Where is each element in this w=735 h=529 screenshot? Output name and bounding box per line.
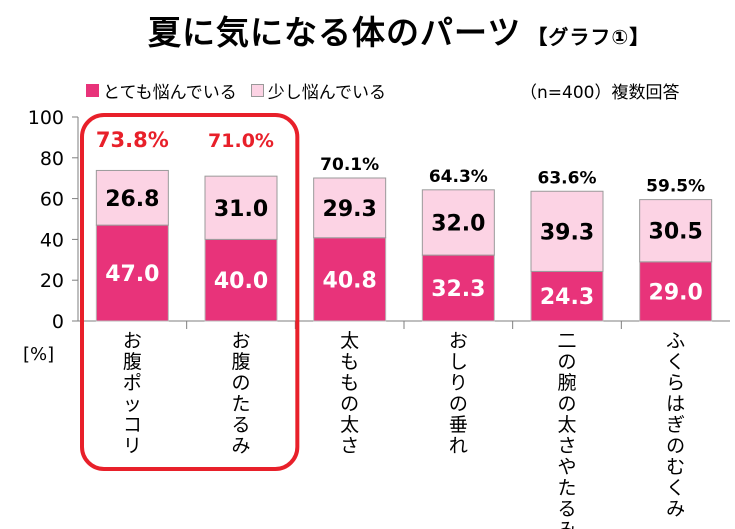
category-label-char: た: [557, 477, 576, 499]
category-label-char: れ: [449, 435, 468, 457]
segment-label-light: 31.0: [214, 197, 268, 222]
category-label-char: の: [231, 372, 250, 394]
y-axis-unit: [%]: [23, 344, 55, 365]
segment-label-light: 26.8: [105, 187, 159, 212]
total-label: 64.3%: [429, 167, 488, 187]
segment-label-light: 30.5: [649, 220, 703, 245]
category-label-char: 腹: [123, 351, 142, 373]
category-label-char: ッ: [123, 393, 142, 415]
y-tick-label: 0: [52, 311, 64, 333]
bar-strong: [95, 224, 169, 322]
category-label-char: の: [557, 351, 576, 373]
total-label: 73.8%: [96, 128, 169, 152]
category-label-char: さ: [340, 435, 359, 457]
category-label-char: り: [449, 372, 468, 394]
category-label-char: お: [123, 330, 142, 352]
y-tick-label: 80: [40, 148, 64, 170]
category-label-char: 太: [557, 414, 576, 436]
category-label-char: む: [666, 456, 685, 478]
category-label-char: 垂: [449, 414, 468, 436]
highlight-frame: [80, 113, 300, 471]
legend-swatch-strong: [86, 84, 99, 97]
category-label-char: コ: [123, 414, 142, 436]
category-label-char: し: [449, 351, 468, 373]
chart-title-text: 夏に気になる体のパーツ: [148, 13, 522, 52]
category-label-char: さ: [557, 435, 576, 457]
segment-label-light: 32.0: [431, 211, 485, 236]
legend-swatch-light: [250, 84, 264, 97]
segment-label-strong: 40.0: [214, 269, 268, 294]
category-label-char: み: [557, 519, 576, 529]
total-label: 63.6%: [538, 168, 597, 188]
legend: とても悩んでいる 少し悩んでいる: [86, 78, 400, 103]
legend-item-light: 少し悩んでいる: [250, 78, 386, 103]
category-label-char: も: [340, 372, 359, 394]
segment-label-strong: 40.8: [323, 268, 377, 293]
legend-label-light: 少し悩んでいる: [267, 83, 386, 103]
segment-label-light: 39.3: [540, 220, 594, 245]
total-label: 59.5%: [646, 177, 705, 197]
category-label-char: の: [449, 393, 468, 415]
category-label-char: お: [231, 330, 250, 352]
legend-item-strong: とても悩んでいる: [86, 78, 237, 103]
segment-label-strong: 29.0: [649, 280, 703, 305]
category-label-char: ふ: [666, 330, 685, 352]
category-label-char: 二: [557, 330, 576, 352]
y-tick-label: 40: [40, 229, 64, 251]
category-label-char: の: [666, 435, 685, 457]
category-label-char: 太: [340, 414, 359, 436]
bar-strong: [204, 238, 278, 322]
category-label-char: ら: [666, 372, 685, 394]
category-label-char: も: [340, 351, 359, 373]
bar-light: [313, 177, 387, 239]
bar-light: [639, 199, 713, 263]
category-label-char: 腕: [557, 372, 576, 394]
category-label-char: リ: [123, 435, 142, 457]
category-label-char: 腹: [231, 351, 250, 373]
segment-label-strong: 32.3: [431, 277, 485, 302]
category-label-char: く: [666, 351, 685, 373]
category-label-char: た: [231, 393, 250, 415]
y-tick-label: 20: [40, 270, 64, 292]
segment-label-light: 29.3: [323, 197, 377, 222]
legend-label-strong: とても悩んでいる: [103, 83, 237, 103]
chart-title: 夏に気になる体のパーツ 【グラフ①】: [148, 6, 650, 54]
category-label-char: の: [340, 393, 359, 415]
category-label-char: お: [449, 330, 468, 352]
bar-strong: [313, 237, 387, 322]
category-label-char: の: [557, 393, 576, 415]
total-label: 70.1%: [320, 155, 379, 175]
y-tick-label: 100: [28, 107, 64, 129]
total-label: 71.0%: [208, 130, 274, 152]
bar-light: [421, 189, 495, 256]
category-label-char: ポ: [123, 372, 142, 394]
bar-light: [95, 169, 169, 226]
category-label-char: く: [666, 477, 685, 499]
category-label-char: ぎ: [666, 414, 685, 436]
bar-strong: [530, 270, 604, 322]
category-label-char: は: [666, 393, 685, 415]
segment-label-strong: 47.0: [105, 262, 159, 287]
category-label-char: み: [666, 498, 685, 520]
category-label-char: る: [557, 498, 576, 520]
bar-light: [204, 175, 278, 240]
category-label-char: 太: [340, 330, 359, 352]
segment-label-strong: 24.3: [540, 285, 594, 310]
bar-strong: [639, 261, 713, 322]
y-tick-label: 60: [40, 189, 64, 211]
category-label-char: や: [557, 456, 576, 478]
sample-note: （n=400）複数回答: [520, 83, 680, 103]
chart-title-tag: 【グラフ①】: [527, 25, 651, 49]
category-label-char: み: [231, 435, 250, 457]
category-label-char: る: [231, 414, 250, 436]
bar-light: [530, 190, 604, 272]
